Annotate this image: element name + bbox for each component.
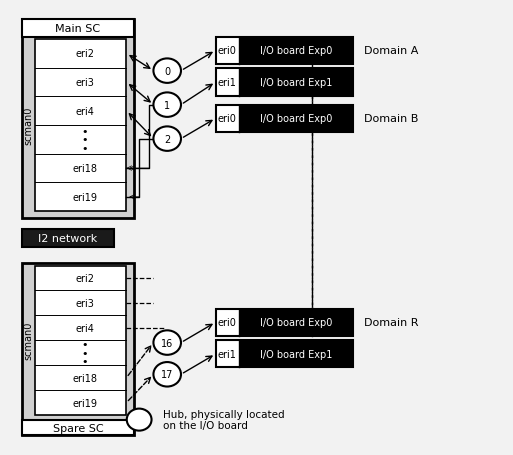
Text: 2: 2: [164, 134, 170, 144]
Text: 17: 17: [161, 369, 173, 379]
Text: I2 network: I2 network: [38, 234, 97, 244]
FancyBboxPatch shape: [34, 266, 126, 415]
FancyBboxPatch shape: [22, 264, 134, 435]
FancyBboxPatch shape: [239, 106, 353, 132]
FancyBboxPatch shape: [22, 20, 134, 218]
FancyBboxPatch shape: [215, 309, 353, 336]
FancyBboxPatch shape: [22, 230, 114, 248]
Circle shape: [153, 127, 181, 152]
Text: I/O board Exp0: I/O board Exp0: [260, 46, 332, 56]
Circle shape: [153, 93, 181, 117]
FancyBboxPatch shape: [215, 69, 353, 96]
FancyBboxPatch shape: [215, 38, 353, 65]
Text: Main SC: Main SC: [55, 24, 101, 34]
Text: eri19: eri19: [72, 192, 97, 202]
Text: scman0: scman0: [23, 321, 33, 360]
Circle shape: [153, 59, 181, 84]
Text: eri19: eri19: [72, 398, 97, 408]
Text: eri2: eri2: [75, 49, 94, 59]
Circle shape: [153, 331, 181, 355]
Text: Domain R: Domain R: [364, 318, 418, 328]
Text: eri18: eri18: [72, 373, 97, 383]
Text: eri4: eri4: [75, 106, 94, 116]
Circle shape: [127, 409, 151, 431]
Text: eri0: eri0: [218, 318, 236, 328]
Text: eri3: eri3: [75, 78, 94, 88]
Text: eri1: eri1: [218, 349, 236, 359]
Text: I/O board Exp1: I/O board Exp1: [260, 349, 332, 359]
Text: scman0: scman0: [23, 106, 33, 145]
FancyBboxPatch shape: [239, 340, 353, 368]
FancyBboxPatch shape: [215, 340, 353, 368]
FancyBboxPatch shape: [239, 38, 353, 65]
Text: eri18: eri18: [72, 164, 97, 174]
Text: eri4: eri4: [75, 323, 94, 333]
Text: eri1: eri1: [218, 78, 236, 88]
FancyBboxPatch shape: [22, 20, 134, 38]
Text: Domain B: Domain B: [364, 114, 418, 124]
Circle shape: [153, 362, 181, 387]
FancyBboxPatch shape: [22, 420, 134, 435]
Text: eri3: eri3: [75, 298, 94, 308]
FancyBboxPatch shape: [239, 309, 353, 336]
Text: 0: 0: [164, 66, 170, 76]
Text: eri0: eri0: [218, 114, 236, 124]
FancyBboxPatch shape: [239, 69, 353, 96]
Text: Spare SC: Spare SC: [53, 423, 103, 433]
FancyBboxPatch shape: [215, 106, 353, 132]
Text: I/O board Exp0: I/O board Exp0: [260, 318, 332, 328]
Text: eri0: eri0: [218, 46, 236, 56]
FancyBboxPatch shape: [34, 40, 126, 212]
Text: 1: 1: [164, 101, 170, 111]
Text: I/O board Exp1: I/O board Exp1: [260, 78, 332, 88]
Text: eri2: eri2: [75, 273, 94, 283]
Text: Hub, physically located
on the I/O board: Hub, physically located on the I/O board: [163, 409, 285, 430]
Text: Domain A: Domain A: [364, 46, 418, 56]
Text: 16: 16: [161, 338, 173, 348]
Text: •
•
•: • • •: [82, 339, 88, 366]
Text: I/O board Exp0: I/O board Exp0: [260, 114, 332, 124]
Text: •
•
•: • • •: [82, 126, 88, 153]
